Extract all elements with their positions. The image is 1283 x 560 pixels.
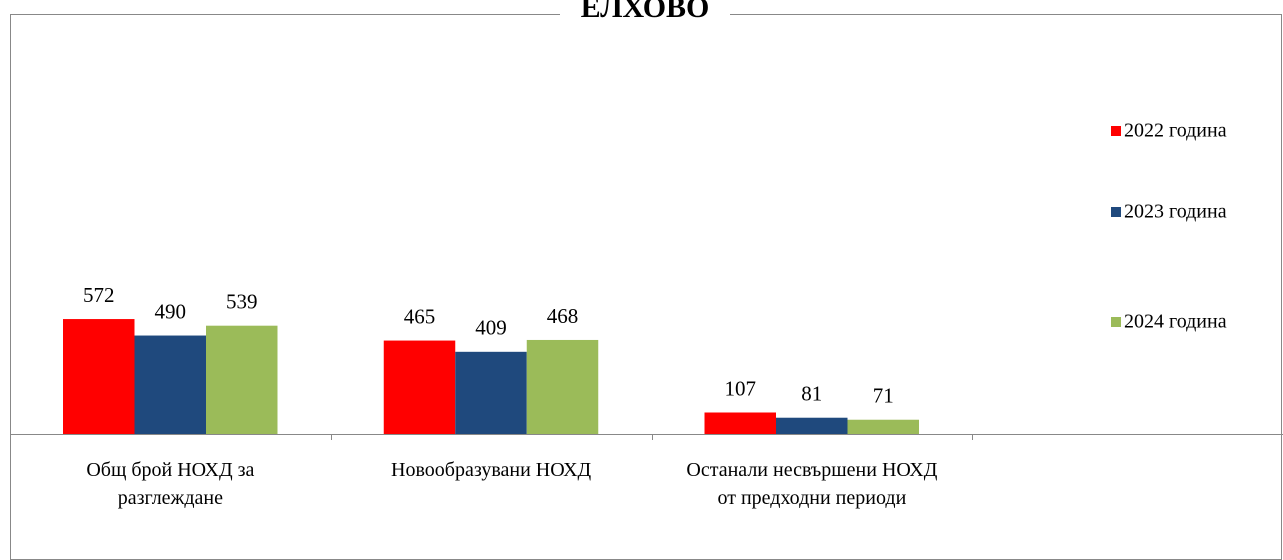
data-label: 107 <box>725 376 757 400</box>
bar <box>526 339 599 434</box>
legend-label: 2023 година <box>1124 201 1227 223</box>
data-label: 490 <box>155 299 187 323</box>
bar <box>63 319 135 434</box>
bar <box>206 325 278 434</box>
legend-label: 2022 година <box>1124 120 1227 142</box>
data-label: 81 <box>801 382 822 406</box>
bar <box>383 340 456 434</box>
legend-label: 2024 година <box>1124 311 1227 333</box>
bar <box>134 335 206 434</box>
bar <box>455 351 527 434</box>
legend-swatch <box>1111 126 1121 136</box>
data-label: 468 <box>547 304 579 328</box>
bar <box>776 417 848 434</box>
data-label: 409 <box>475 316 507 340</box>
legend-swatch <box>1111 207 1121 217</box>
data-label: 71 <box>873 384 894 408</box>
title-background <box>560 0 730 30</box>
x-tick-label: Новообразувани НОХД <box>391 459 592 481</box>
x-tick-label: Останали несвършени НОХД от предходни пе… <box>686 459 938 509</box>
data-label: 465 <box>404 304 436 328</box>
legend-swatch <box>1111 317 1121 327</box>
chart-title: ЕЛХОВО <box>581 0 710 24</box>
data-label: 572 <box>83 283 115 307</box>
bar <box>847 419 919 434</box>
data-label: 539 <box>226 290 258 314</box>
bar <box>704 412 776 434</box>
x-tick-label: Общ брой НОХД за разглеждане <box>86 459 255 509</box>
